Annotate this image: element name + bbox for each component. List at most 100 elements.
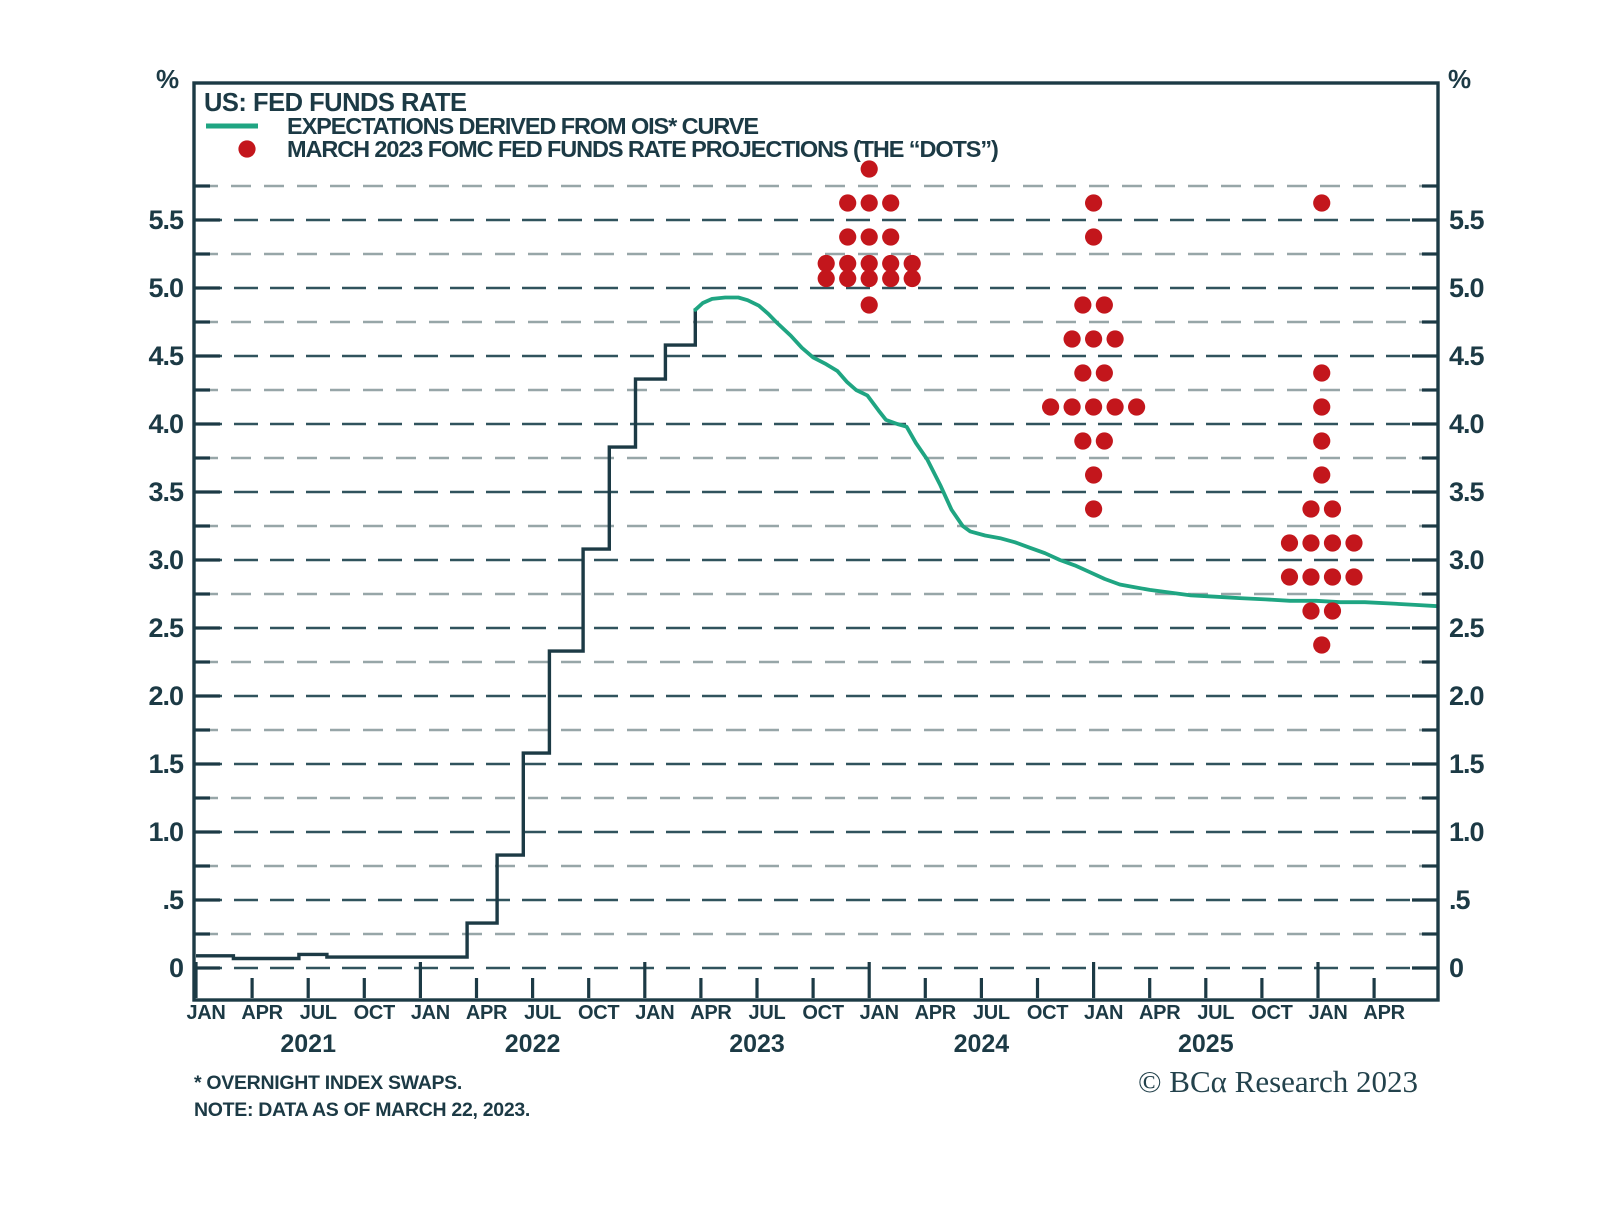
plot-border (192, 81, 1440, 1002)
fomc-dot (903, 254, 921, 273)
gridlines-layer (198, 184, 1434, 970)
x-axis-month-label: APR (915, 1002, 957, 1024)
fomc-dot (1313, 636, 1331, 654)
y-axis-unit-right: % (1448, 64, 1471, 94)
fomc-dot (1042, 398, 1060, 416)
x-axis-year-label: 2023 (729, 1030, 785, 1058)
series-layer (196, 160, 1440, 961)
axis-labels-layer: 5.5 5.5 5.0 5.0 4.5 4.5 4.0 4.0 3.5 3.5 3.0 3.0 2.5 2… (148, 205, 1485, 1058)
fomc-dot (1095, 432, 1113, 450)
x-axis-month-label: JAN (635, 1002, 674, 1024)
fomc-dot (1302, 534, 1320, 552)
y-axis-label-left: .5 (162, 885, 184, 915)
fomc-dot (1302, 602, 1320, 620)
x-axis-month-label: OCT (1251, 1002, 1292, 1024)
fomc-dot (839, 254, 857, 273)
fomc-dot (882, 194, 900, 212)
footnote-ois: * OVERNIGHT INDEX SWAPS. (194, 1072, 462, 1094)
fomc-dot (1106, 398, 1124, 416)
legend-dots-label: MARCH 2023 FOMC FED FUNDS RATE PROJECTIO… (287, 136, 998, 162)
fomc-dot (860, 296, 878, 314)
fomc-dot (1323, 568, 1342, 586)
footnote-data-date: NOTE: DATA AS OF MARCH 22, 2023. (194, 1099, 530, 1121)
y-axis-label-left: 5.0 (148, 273, 183, 303)
fomc-dot (882, 269, 900, 288)
fomc-dot (1302, 500, 1320, 518)
fomc-dot (1085, 466, 1103, 484)
fomc-dot (1323, 500, 1342, 518)
fomc-dot (1074, 296, 1092, 314)
x-axis-month-label: APR (241, 1002, 283, 1024)
y-axis-label-right: 2.0 (1449, 681, 1484, 711)
fomc-dot (1313, 466, 1331, 484)
fomc-dot (1313, 398, 1331, 416)
x-axis-month-label: OCT (578, 1002, 619, 1024)
fomc-dot (1313, 364, 1331, 382)
fomc-dot (839, 194, 857, 212)
x-axis-year-label: 2025 (1178, 1030, 1234, 1058)
x-axis-month-label: JUL (973, 1002, 1010, 1024)
legend-ois-label: EXPECTATIONS DERIVED FROM OIS* CURVE (287, 113, 758, 139)
fomc-dot (1074, 364, 1092, 382)
fomc-dot (860, 228, 878, 246)
fomc-dot (1085, 194, 1103, 212)
fomc-dot (882, 254, 900, 273)
fomc-dot (1280, 568, 1299, 586)
x-axis-month-label: APR (690, 1002, 732, 1024)
ois-expectations-line (693, 295, 1440, 609)
fomc-dot (1280, 534, 1299, 552)
fomc-dot (839, 228, 857, 246)
y-axis-label-left: 2.5 (148, 613, 184, 643)
y-axis-unit-left: % (156, 64, 179, 94)
chart-title: US: FED FUNDS RATE (204, 89, 467, 117)
fomc-dot (817, 254, 835, 273)
fomc-dot (1063, 398, 1081, 416)
fomc-dot (1085, 398, 1103, 416)
y-axis-label-left: 2.0 (148, 681, 183, 711)
fomc-dot (1313, 194, 1331, 212)
x-axis-year-label: 2022 (505, 1030, 561, 1058)
x-axis-month-label: JUL (1197, 1002, 1234, 1024)
x-axis-month-label: OCT (802, 1002, 843, 1024)
fomc-dot (839, 269, 857, 288)
x-axis-month-label: JAN (411, 1002, 450, 1024)
y-axis-label-right: 5.0 (1449, 273, 1484, 303)
y-axis-label-right: 4.5 (1449, 341, 1485, 371)
x-axis-month-label: JUL (524, 1002, 561, 1024)
x-axis-month-label: APR (1139, 1002, 1181, 1024)
y-axis-label-right: 3.5 (1449, 477, 1485, 507)
x-axis-month-label: JAN (860, 1002, 899, 1024)
fomc-dot (1128, 398, 1146, 416)
fomc-dot (1074, 432, 1092, 450)
fed-funds-step-line (196, 308, 697, 961)
copyright: © BCα Research 2023 (1138, 1064, 1418, 1099)
y-axis-label-right: .5 (1449, 885, 1471, 915)
x-axis-month-label: JUL (749, 1002, 786, 1024)
fomc-dot (1085, 330, 1103, 348)
fomc-dot (903, 269, 921, 288)
fomc-dot (1095, 364, 1113, 382)
x-axis-month-label: APR (466, 1002, 508, 1024)
x-axis-month-label: JAN (186, 1002, 225, 1024)
y-axis-label-right: 0 (1449, 953, 1463, 983)
fomc-dot (1313, 432, 1331, 450)
x-axis-year-label: 2024 (954, 1030, 1010, 1058)
y-axis-label-left: 0 (169, 953, 183, 983)
x-axis-month-label: JUL (300, 1002, 337, 1024)
fomc-dot (1302, 568, 1320, 586)
fomc-dot (1085, 228, 1103, 246)
y-axis-label-right: 1.0 (1449, 817, 1484, 847)
fomc-dot (860, 269, 878, 288)
y-axis-label-left: 1.0 (148, 817, 183, 847)
x-axis-month-label: APR (1363, 1002, 1405, 1024)
fomc-dot (817, 269, 835, 288)
fomc-dot (882, 228, 900, 246)
fomc-dot (1106, 330, 1124, 348)
fomc-dot (860, 194, 878, 212)
x-axis-year-label: 2021 (280, 1030, 336, 1058)
y-axis-label-left: 1.5 (148, 749, 184, 779)
x-axis-month-label: JAN (1084, 1002, 1123, 1024)
y-axis-label-right: 5.5 (1449, 205, 1485, 235)
